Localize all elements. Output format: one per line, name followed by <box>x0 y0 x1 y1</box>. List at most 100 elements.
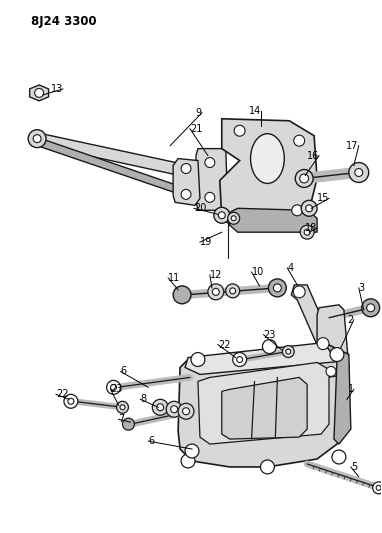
Circle shape <box>212 288 219 295</box>
Circle shape <box>166 401 182 417</box>
Circle shape <box>28 130 46 148</box>
Circle shape <box>261 460 274 474</box>
Text: 21: 21 <box>190 124 202 134</box>
Text: 5: 5 <box>351 462 357 472</box>
Circle shape <box>362 299 380 317</box>
Circle shape <box>376 486 381 490</box>
Circle shape <box>326 367 336 376</box>
Text: 20: 20 <box>194 203 206 213</box>
Circle shape <box>183 408 189 415</box>
Text: 7: 7 <box>118 414 125 424</box>
Text: 6: 6 <box>148 436 154 446</box>
Text: 23: 23 <box>111 384 123 394</box>
Polygon shape <box>220 119 317 230</box>
Circle shape <box>228 212 240 224</box>
Circle shape <box>117 401 128 413</box>
Circle shape <box>231 216 236 221</box>
Circle shape <box>205 158 215 167</box>
Circle shape <box>262 340 276 353</box>
Circle shape <box>304 229 310 235</box>
Polygon shape <box>196 149 228 211</box>
Circle shape <box>226 284 240 298</box>
Text: 11: 11 <box>168 273 180 283</box>
Text: 8J24 3300: 8J24 3300 <box>31 15 97 28</box>
Circle shape <box>123 418 134 430</box>
Text: 9: 9 <box>196 108 202 118</box>
Circle shape <box>274 284 281 292</box>
Text: 1: 1 <box>348 384 354 394</box>
Circle shape <box>282 345 294 358</box>
Polygon shape <box>198 362 329 444</box>
Polygon shape <box>37 133 186 196</box>
Circle shape <box>300 174 309 183</box>
Text: 2: 2 <box>348 314 354 325</box>
Circle shape <box>332 450 346 464</box>
Polygon shape <box>30 85 49 101</box>
Text: 13: 13 <box>51 84 63 94</box>
Circle shape <box>178 403 194 419</box>
Circle shape <box>330 348 344 361</box>
Text: 19: 19 <box>200 237 212 247</box>
Text: 18: 18 <box>305 223 317 233</box>
Ellipse shape <box>251 134 284 183</box>
Polygon shape <box>31 133 188 176</box>
Circle shape <box>234 125 245 136</box>
Circle shape <box>171 406 178 413</box>
Circle shape <box>120 405 125 410</box>
Polygon shape <box>173 158 200 205</box>
Text: 23: 23 <box>264 329 276 340</box>
Circle shape <box>157 404 164 411</box>
Circle shape <box>68 398 74 404</box>
Text: 16: 16 <box>307 151 319 160</box>
Circle shape <box>181 454 195 468</box>
Circle shape <box>152 399 168 415</box>
Polygon shape <box>178 345 347 467</box>
Text: 12: 12 <box>210 270 222 280</box>
Polygon shape <box>317 305 349 377</box>
Circle shape <box>107 381 120 394</box>
Circle shape <box>230 288 236 294</box>
Circle shape <box>205 192 215 203</box>
Circle shape <box>306 205 312 212</box>
Circle shape <box>367 304 375 312</box>
Circle shape <box>191 352 205 367</box>
Circle shape <box>218 212 225 219</box>
Circle shape <box>185 444 199 458</box>
Text: 6: 6 <box>120 367 127 376</box>
Text: 17: 17 <box>346 141 359 151</box>
Circle shape <box>349 163 369 182</box>
Circle shape <box>286 349 291 354</box>
Polygon shape <box>324 343 351 444</box>
Circle shape <box>317 337 329 350</box>
Circle shape <box>64 394 78 408</box>
Circle shape <box>292 205 303 216</box>
Text: 14: 14 <box>249 106 262 116</box>
Circle shape <box>181 164 191 173</box>
Circle shape <box>373 482 382 494</box>
Text: 4: 4 <box>287 263 293 273</box>
Text: 10: 10 <box>252 267 264 277</box>
Circle shape <box>293 286 305 298</box>
Text: 3: 3 <box>359 283 365 293</box>
Circle shape <box>208 284 224 300</box>
Circle shape <box>233 352 247 367</box>
Circle shape <box>301 200 317 216</box>
Polygon shape <box>291 285 329 350</box>
Circle shape <box>181 189 191 199</box>
Circle shape <box>355 168 363 176</box>
Text: 8: 8 <box>140 394 146 405</box>
Text: 15: 15 <box>317 193 329 204</box>
Circle shape <box>269 279 286 297</box>
Text: 22: 22 <box>218 340 230 350</box>
Circle shape <box>214 207 230 223</box>
Circle shape <box>294 135 305 146</box>
Circle shape <box>295 169 313 188</box>
Circle shape <box>33 135 41 143</box>
Circle shape <box>173 286 191 304</box>
Circle shape <box>237 357 243 362</box>
Circle shape <box>300 225 314 239</box>
Polygon shape <box>230 208 317 232</box>
Polygon shape <box>185 343 349 375</box>
Circle shape <box>111 384 117 390</box>
Text: 22: 22 <box>56 389 68 399</box>
